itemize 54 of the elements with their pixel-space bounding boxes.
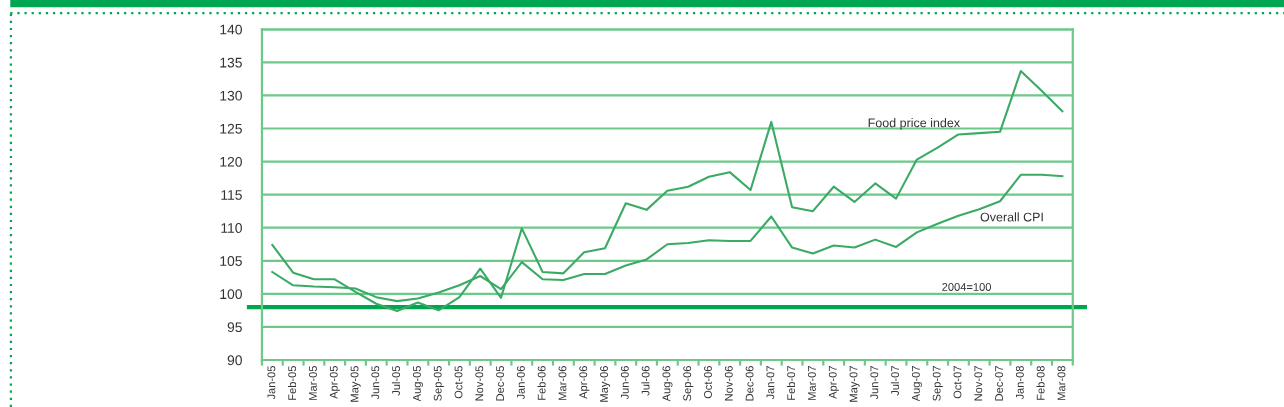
x-tick-label: Jun-05 (371, 366, 380, 400)
y-tick-label: 95 (227, 322, 242, 333)
x-tick-label: Jun-07 (870, 366, 879, 400)
y-tick-label: 115 (221, 190, 242, 200)
x-tick-label: Feb-07 (786, 366, 796, 400)
x-tick-label: May-07 (849, 366, 860, 402)
y-tick-label: 110 (221, 223, 242, 233)
x-tick-label: Aug-07 (911, 366, 923, 402)
x-tick-label: Dec-07 (995, 366, 1003, 401)
x-tick-label: Nov-07 (974, 366, 983, 401)
y-tick-label: 125 (220, 123, 242, 134)
x-tick-label: Aug-05 (412, 366, 424, 402)
x-tick-label: Mar-06 (558, 366, 567, 400)
y-tick-label: 135 (220, 57, 242, 68)
x-tick-label: Apr-06 (579, 366, 590, 399)
x-tick-label: Sep-06 (683, 366, 694, 401)
x-tick-label: Aug-06 (662, 366, 673, 402)
x-tick-label: Jan-07 (766, 366, 775, 400)
x-tick-label: Sep-05 (433, 366, 444, 401)
y-tick-label: 105 (220, 256, 242, 266)
x-tick-label: Apr-07 (828, 366, 839, 399)
x-tick-label: Oct-06 (704, 366, 712, 399)
annotation: 2004=100 (942, 283, 991, 291)
x-tick-label: Jul-06 (641, 366, 650, 396)
x-tick-label: Feb-08 (1036, 366, 1045, 400)
x-tick-label: Nov-06 (724, 366, 733, 401)
x-tick-label: Jun-06 (620, 366, 629, 400)
x-tick-label: Dec-06 (745, 366, 754, 401)
x-tick-label: Mar-08 (1057, 366, 1066, 400)
y-tick-label: 140 (220, 24, 242, 35)
series-label: Food price index (868, 118, 960, 130)
x-tick-label: Jan-05 (267, 366, 276, 400)
series-label: Overall CPI (980, 212, 1043, 222)
x-tick-label: Apr-05 (329, 366, 340, 399)
y-tick-label: 90 (227, 355, 242, 366)
x-tick-label: Jul-07 (890, 366, 900, 396)
x-tick-label: Jul-05 (391, 366, 401, 396)
x-tick-label: Feb-05 (287, 366, 297, 400)
x-tick-label: Dec-05 (496, 366, 505, 401)
x-tick-label: Mar-07 (808, 366, 816, 400)
x-tick-label: Nov-05 (475, 366, 484, 401)
x-tick-label: Sep-07 (932, 366, 943, 401)
x-tick-label: May-05 (350, 366, 361, 402)
x-tick-label: Jan-06 (516, 366, 525, 400)
y-tick-label: 120 (220, 156, 242, 167)
y-tick-label: 100 (220, 289, 242, 300)
x-tick-label: Jan-08 (1015, 366, 1024, 400)
x-tick-label: Feb-06 (537, 366, 546, 400)
x-tick-label: Mar-05 (309, 366, 317, 400)
x-tick-label: Oct-05 (454, 366, 463, 399)
x-tick-label: May-06 (600, 366, 611, 402)
line-series (271, 69, 1064, 313)
x-tick-label: Oct-07 (953, 366, 962, 399)
y-tick-label: 130 (220, 90, 242, 101)
